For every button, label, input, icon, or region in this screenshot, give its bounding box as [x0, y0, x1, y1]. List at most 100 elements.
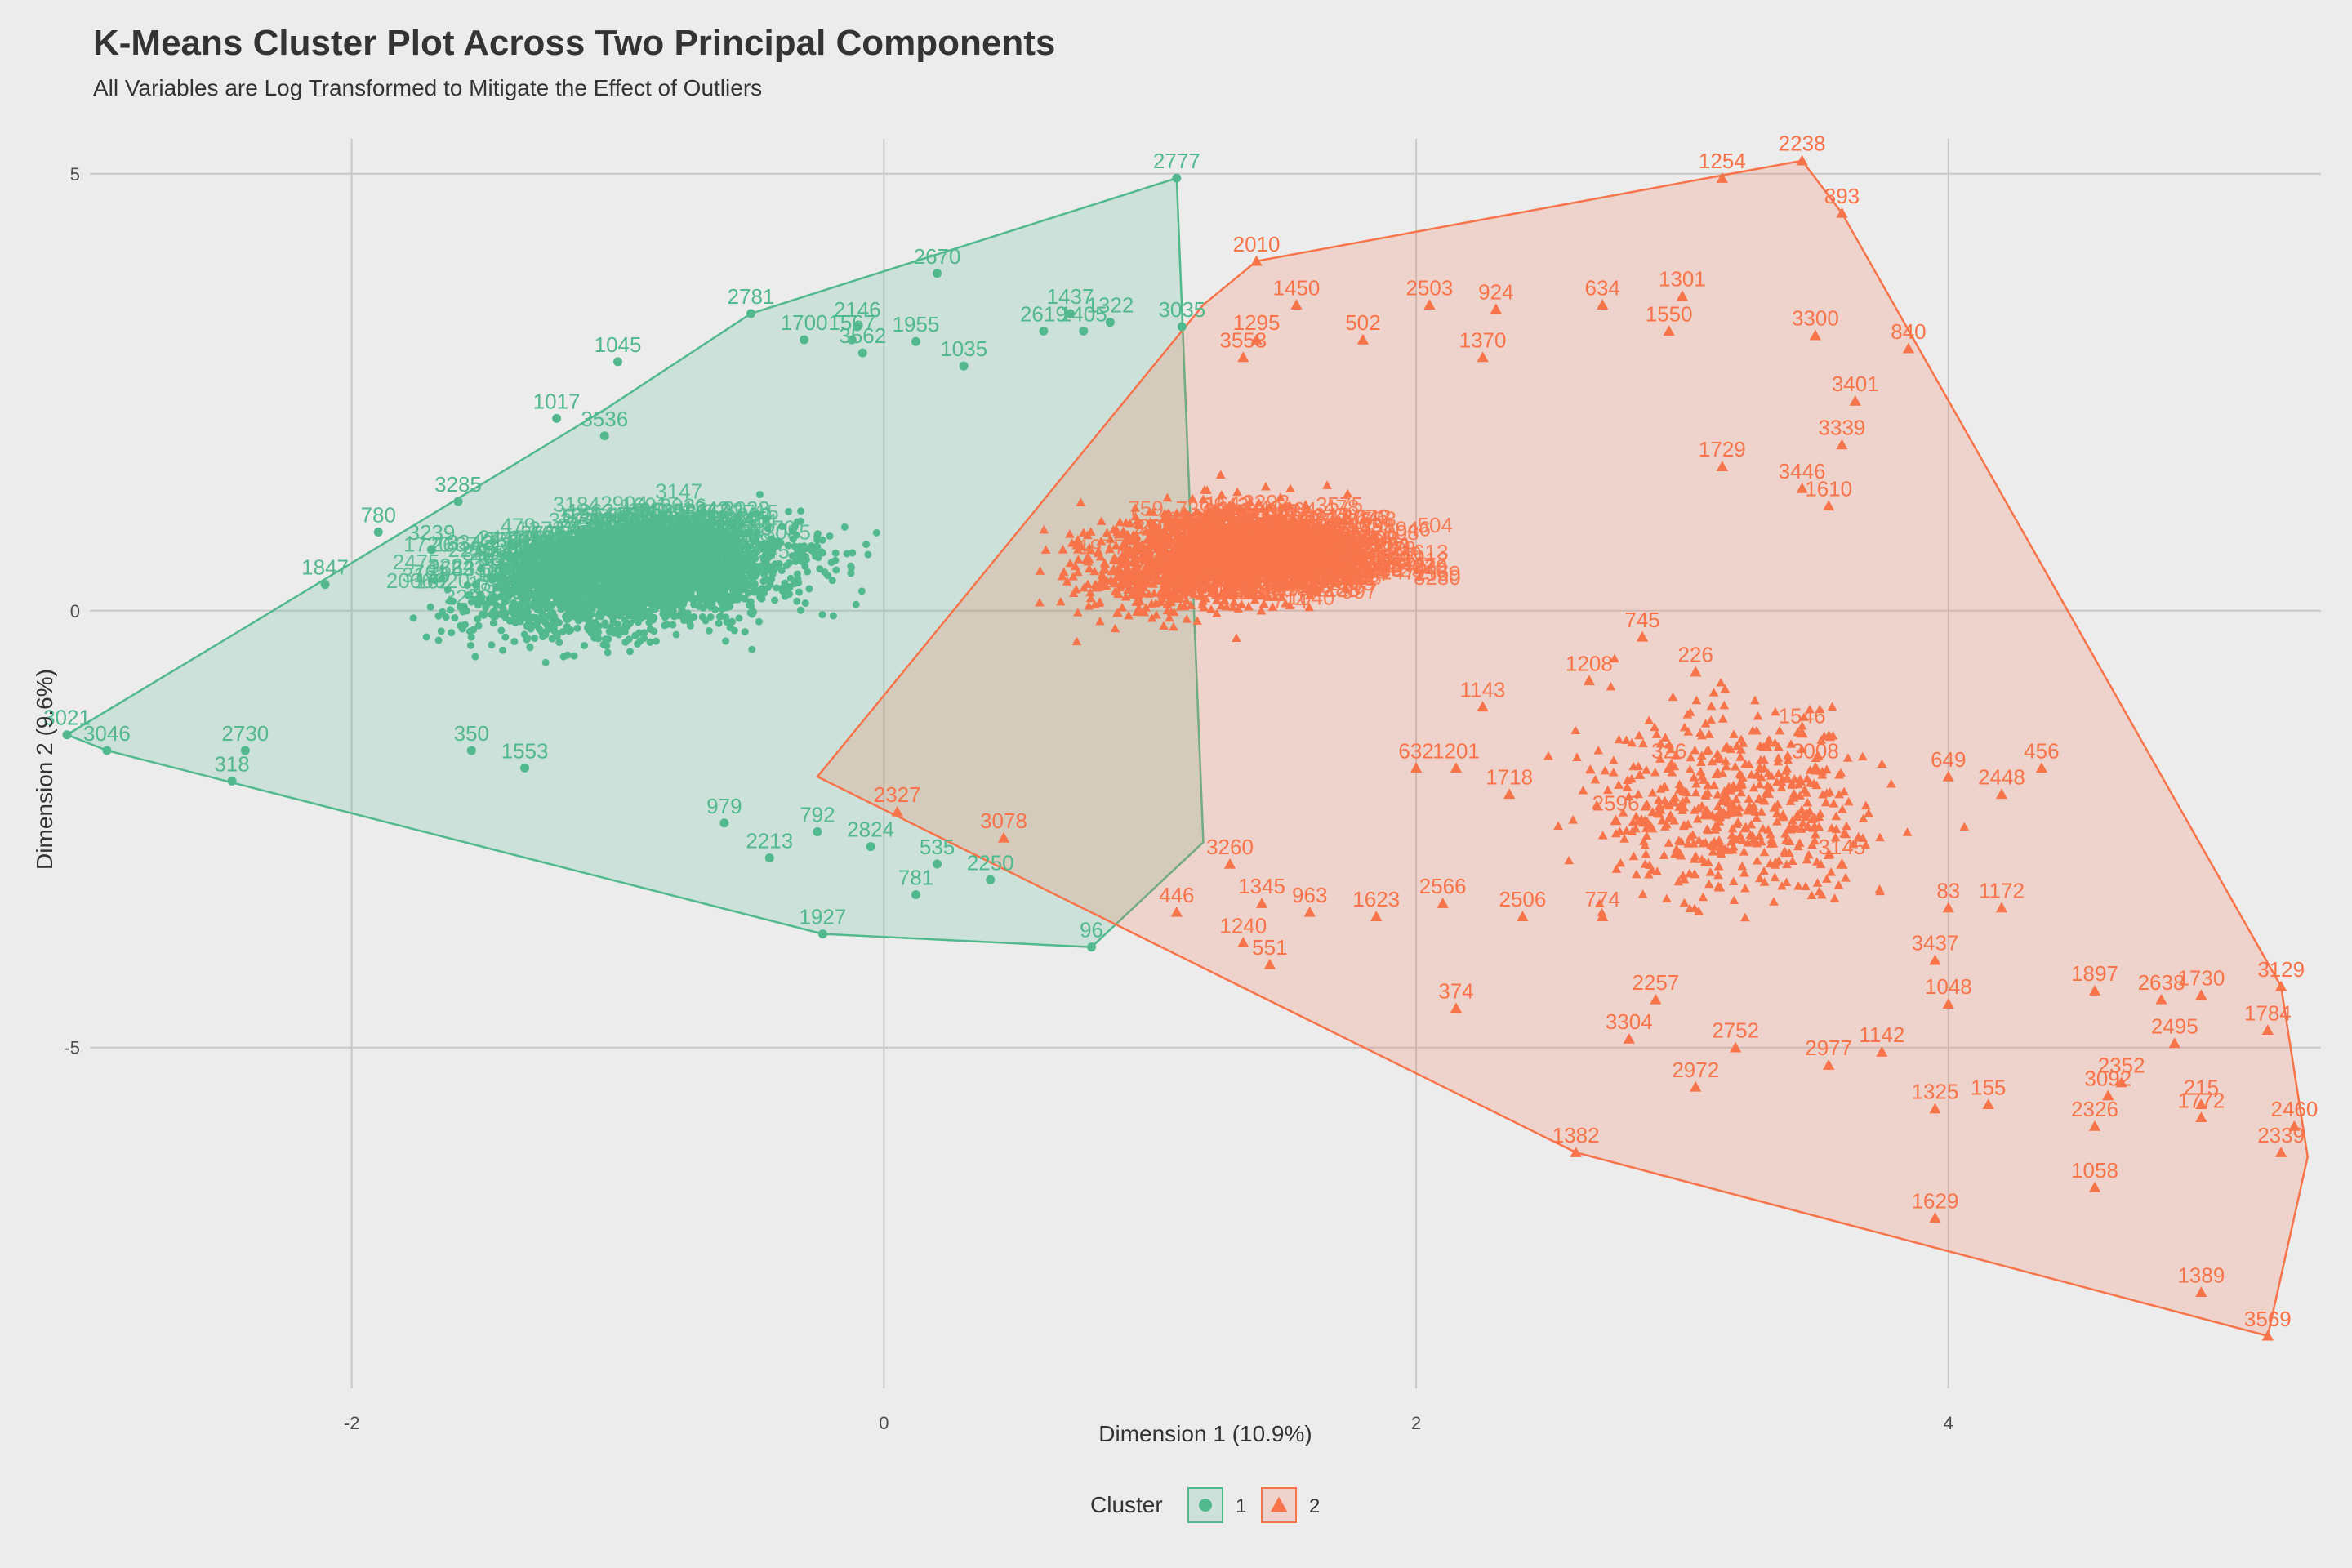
- point-label: 3285: [434, 472, 482, 497]
- cluster-1-point: [531, 635, 539, 643]
- cluster-1-point: [771, 596, 779, 604]
- cluster-1-point: [721, 593, 729, 601]
- cluster-1-point: [489, 619, 497, 627]
- cluster-1-point: [499, 646, 507, 654]
- point-label: 96: [1080, 918, 1103, 942]
- dense-point-label: 1601: [621, 492, 668, 517]
- cluster-1-labeled-point: [1087, 942, 1097, 952]
- cluster-1-point: [728, 617, 737, 626]
- cluster-1-labeled-point: [746, 309, 755, 318]
- cluster-1-labeled-point: [62, 730, 72, 740]
- cluster-1-point: [663, 621, 671, 629]
- cluster-1-labeled-point: [599, 431, 609, 441]
- cluster-1-labeled-point: [959, 361, 969, 371]
- cluster-1-point: [797, 557, 805, 565]
- cluster-1-point: [426, 603, 434, 611]
- cluster-1-point: [692, 514, 700, 522]
- cluster-1-labeled-point: [453, 497, 463, 506]
- cluster-1-point: [755, 617, 763, 626]
- point-label: 1035: [940, 336, 987, 361]
- point-label: 1955: [893, 312, 940, 336]
- point-label: 1927: [800, 905, 847, 929]
- cluster-1-point: [796, 606, 804, 614]
- cluster-1-labeled-point: [719, 818, 729, 828]
- cluster-1-labeled-point: [986, 875, 996, 884]
- point-label: 2250: [967, 850, 1014, 875]
- dense-point-label: 1622: [550, 535, 598, 559]
- point-label: 792: [800, 802, 835, 826]
- cluster-1-point: [523, 621, 531, 630]
- cluster-1-point: [847, 569, 855, 577]
- cluster-1-point: [570, 652, 578, 660]
- cluster-1-point: [816, 565, 824, 573]
- dense-point-label: 2431: [693, 510, 741, 534]
- point-label: 2730: [221, 721, 269, 746]
- cluster-1-point: [702, 617, 710, 625]
- cluster-1-point: [677, 595, 685, 603]
- cluster-1-point: [564, 651, 572, 659]
- cluster-1-point: [434, 636, 443, 644]
- cluster-1-point: [788, 552, 796, 560]
- cluster-1-labeled-point: [817, 929, 827, 939]
- cluster-1-point: [621, 621, 630, 630]
- cluster-2-hull: [815, 159, 2309, 1338]
- cluster-1-point: [587, 629, 595, 637]
- cluster-1-point: [686, 621, 694, 630]
- cluster-1-point: [499, 611, 507, 619]
- cluster-1-point: [832, 566, 840, 574]
- cluster-hulls: [65, 159, 2309, 1338]
- cluster-1-point: [549, 621, 557, 629]
- cluster-1-point: [732, 529, 740, 537]
- cluster-1-point: [751, 510, 760, 518]
- cluster-1-labeled-point: [1039, 326, 1049, 336]
- cluster-1-point: [831, 549, 840, 557]
- cluster-1-labeled-point: [613, 357, 623, 367]
- cluster-1-point: [858, 587, 866, 595]
- cluster-1-point: [828, 577, 836, 585]
- chart-title: K-Means Cluster Plot Across Two Principa…: [93, 23, 1056, 63]
- point-label: 1847: [301, 555, 349, 580]
- cluster-1-point: [595, 628, 603, 636]
- cluster-1-point: [768, 570, 777, 578]
- cluster-1-point: [422, 633, 430, 641]
- cluster-1-point: [601, 635, 609, 644]
- point-label: 2824: [847, 817, 894, 842]
- cluster-1-labeled-point: [911, 889, 920, 899]
- cluster-1-point: [679, 608, 688, 617]
- point-label: 979: [706, 794, 742, 818]
- dense-point-label: 930: [551, 558, 586, 582]
- point-label: 350: [454, 721, 489, 746]
- cluster-1-labeled-point: [866, 842, 875, 852]
- cluster-1-point: [715, 619, 723, 627]
- cluster-1-point: [564, 543, 572, 551]
- cluster-1-point: [621, 638, 630, 646]
- cluster-1-point: [702, 601, 710, 609]
- cluster-1-labeled-point: [813, 826, 822, 836]
- cluster-1-labeled-point: [911, 336, 920, 346]
- cluster-1-point: [637, 614, 645, 622]
- cluster-1-point: [794, 546, 802, 554]
- cluster-1-point: [526, 643, 534, 651]
- cluster-1-point: [827, 559, 835, 567]
- cluster-1-labeled-point: [1177, 322, 1187, 332]
- cluster-1-point: [748, 610, 756, 618]
- cluster-1-point: [786, 574, 795, 582]
- cluster-1-point: [626, 648, 634, 656]
- point-label: 2781: [728, 284, 775, 309]
- cluster-2-labeled-point: [1796, 154, 1808, 166]
- cluster-1-point: [471, 653, 479, 661]
- cluster-1-point: [466, 641, 474, 649]
- cluster-1-point: [480, 610, 488, 618]
- cluster-1-point: [852, 600, 860, 608]
- point-label: 535: [920, 835, 955, 859]
- cluster-1-point: [872, 528, 880, 537]
- cluster-1-labeled-point: [933, 859, 942, 869]
- cluster-1-point: [442, 613, 450, 621]
- cluster-1-point: [634, 639, 642, 648]
- cluster-1-labeled-point: [1172, 173, 1182, 183]
- cluster-1-point: [762, 566, 770, 574]
- cluster-1-labeled-point: [227, 776, 237, 786]
- point-label: 1405: [1060, 301, 1107, 326]
- cluster-1-point: [437, 627, 445, 635]
